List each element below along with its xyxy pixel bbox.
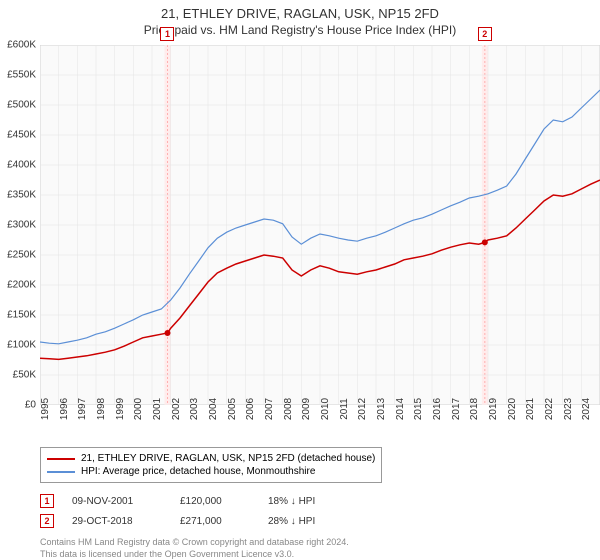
y-tick-label: £550K — [7, 70, 36, 81]
x-tick-label: 1996 — [59, 398, 70, 420]
x-tick-label: 2000 — [133, 398, 144, 420]
sale-delta: 18% ↓ HPI — [268, 496, 358, 507]
x-tick-label: 2019 — [488, 398, 499, 420]
x-tick-label: 2002 — [171, 398, 182, 420]
x-tick-label: 2015 — [413, 398, 424, 420]
sale-row: 2 29-OCT-2018 £271,000 28% ↓ HPI — [40, 511, 600, 531]
sales-table: 1 09-NOV-2001 £120,000 18% ↓ HPI 2 29-OC… — [40, 491, 600, 531]
x-tick-label: 2022 — [544, 398, 555, 420]
x-tick-label: 2004 — [208, 398, 219, 420]
title-main: 21, ETHLEY DRIVE, RAGLAN, USK, NP15 2FD — [0, 6, 600, 21]
x-tick-label: 2006 — [245, 398, 256, 420]
sale-date: 29-OCT-2018 — [72, 516, 162, 527]
legend-item: HPI: Average price, detached house, Monm… — [47, 465, 375, 478]
legend-label: HPI: Average price, detached house, Monm… — [81, 466, 315, 477]
title-block: 21, ETHLEY DRIVE, RAGLAN, USK, NP15 2FD … — [0, 0, 600, 39]
sale-price: £120,000 — [180, 496, 250, 507]
y-tick-label: £450K — [7, 130, 36, 141]
x-tick-label: 2021 — [525, 398, 536, 420]
footer-line-2: This data is licensed under the Open Gov… — [40, 549, 600, 560]
chart-container: 21, ETHLEY DRIVE, RAGLAN, USK, NP15 2FD … — [0, 0, 600, 560]
y-tick-label: £50K — [13, 370, 36, 381]
footer-line-1: Contains HM Land Registry data © Crown c… — [40, 537, 600, 549]
y-axis-labels: £0£50K£100K£150K£200K£250K£300K£350K£400… — [0, 45, 38, 405]
sale-marker-1: 1 — [160, 27, 174, 41]
footer: Contains HM Land Registry data © Crown c… — [40, 537, 600, 560]
chart-area: £0£50K£100K£150K£200K£250K£300K£350K£400… — [40, 45, 600, 405]
sale-row-marker: 1 — [40, 494, 54, 508]
y-tick-label: £0 — [25, 400, 36, 411]
y-tick-label: £300K — [7, 220, 36, 231]
x-tick-label: 2001 — [152, 398, 163, 420]
x-tick-label: 2003 — [189, 398, 200, 420]
y-tick-label: £100K — [7, 340, 36, 351]
legend-area: 21, ETHLEY DRIVE, RAGLAN, USK, NP15 2FD … — [40, 447, 580, 483]
sale-row-marker: 2 — [40, 514, 54, 528]
y-tick-label: £350K — [7, 190, 36, 201]
x-tick-label: 2020 — [507, 398, 518, 420]
x-tick-label: 2014 — [395, 398, 406, 420]
x-tick-label: 2012 — [357, 398, 368, 420]
x-tick-label: 2007 — [264, 398, 275, 420]
x-tick-label: 2011 — [339, 398, 350, 420]
x-axis-labels: 1995199619971998199920002001200220032004… — [40, 407, 600, 437]
y-tick-label: £500K — [7, 100, 36, 111]
sale-row: 1 09-NOV-2001 £120,000 18% ↓ HPI — [40, 491, 600, 511]
x-tick-label: 1997 — [77, 398, 88, 420]
y-tick-label: £150K — [7, 310, 36, 321]
x-tick-label: 2008 — [283, 398, 294, 420]
y-tick-label: £400K — [7, 160, 36, 171]
y-tick-label: £250K — [7, 250, 36, 261]
y-tick-label: £600K — [7, 40, 36, 51]
x-tick-label: 2017 — [451, 398, 462, 420]
legend-swatch — [47, 471, 75, 473]
x-tick-label: 2005 — [227, 398, 238, 420]
x-tick-label: 2010 — [320, 398, 331, 420]
x-tick-label: 2009 — [301, 398, 312, 420]
x-tick-label: 1999 — [115, 398, 126, 420]
x-tick-label: 2018 — [469, 398, 480, 420]
sale-delta: 28% ↓ HPI — [268, 516, 358, 527]
x-tick-label: 2024 — [581, 398, 592, 420]
title-sub: Price paid vs. HM Land Registry's House … — [0, 23, 600, 37]
legend-swatch — [47, 458, 75, 460]
sale-marker-2: 2 — [478, 27, 492, 41]
legend-label: 21, ETHLEY DRIVE, RAGLAN, USK, NP15 2FD … — [81, 453, 375, 464]
sale-date: 09-NOV-2001 — [72, 496, 162, 507]
x-tick-label: 2013 — [376, 398, 387, 420]
y-tick-label: £200K — [7, 280, 36, 291]
x-tick-label: 2016 — [432, 398, 443, 420]
x-tick-label: 1998 — [96, 398, 107, 420]
sale-price: £271,000 — [180, 516, 250, 527]
x-tick-label: 1995 — [40, 398, 51, 420]
x-tick-label: 2023 — [563, 398, 574, 420]
legend-item: 21, ETHLEY DRIVE, RAGLAN, USK, NP15 2FD … — [47, 452, 375, 465]
legend-box: 21, ETHLEY DRIVE, RAGLAN, USK, NP15 2FD … — [40, 447, 382, 483]
line-chart-plot — [40, 45, 600, 405]
